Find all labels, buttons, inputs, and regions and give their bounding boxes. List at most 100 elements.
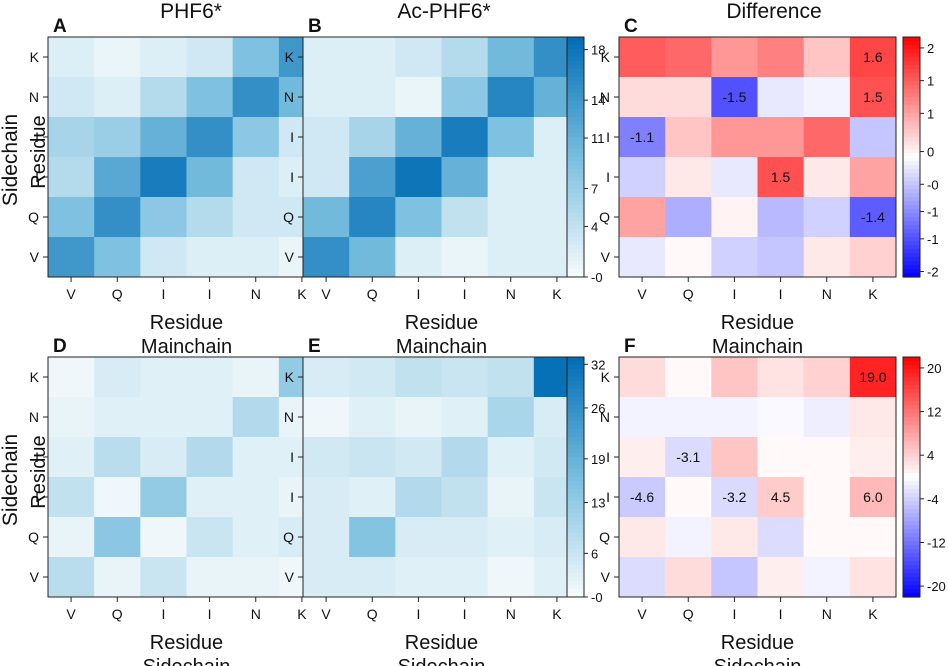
heatmap-cell bbox=[619, 117, 666, 158]
colorbar-segment bbox=[903, 69, 920, 74]
colorbar-segment bbox=[903, 73, 920, 78]
colorbar-segment bbox=[567, 437, 584, 442]
colorbar-segment bbox=[903, 181, 920, 186]
heatmap-cell bbox=[140, 77, 187, 118]
heatmap-cell bbox=[303, 357, 350, 398]
heatmap-cell bbox=[619, 517, 666, 558]
colorbar-segment bbox=[903, 65, 920, 70]
colorbar-segment bbox=[903, 445, 920, 450]
y-tick-label: K bbox=[285, 49, 295, 65]
x-tick-label: I bbox=[779, 606, 783, 622]
heatmap-cell bbox=[441, 157, 489, 198]
heatmap-cell bbox=[140, 197, 187, 238]
colorbar-segment bbox=[903, 217, 920, 222]
heatmap-cell bbox=[711, 197, 758, 238]
y-tick-label: K bbox=[285, 369, 295, 385]
heatmap-cell bbox=[232, 237, 280, 278]
colorbar-segment bbox=[903, 453, 920, 458]
colorbar-segment bbox=[567, 549, 584, 554]
heatmap-cell bbox=[665, 77, 712, 118]
colorbar-segment bbox=[567, 225, 584, 230]
heatmap-cell bbox=[803, 437, 851, 478]
panel-label-c: C bbox=[624, 16, 638, 37]
colorbar-segment bbox=[567, 193, 584, 198]
heatmap-cell bbox=[487, 237, 535, 278]
colorbar-segment bbox=[567, 589, 584, 594]
heatmap-cell bbox=[487, 197, 535, 238]
heatmap-cell bbox=[665, 517, 712, 558]
colorbar-tick-label: -12 bbox=[927, 535, 946, 550]
colorbar-segment bbox=[567, 209, 584, 214]
colorbar-segment bbox=[567, 133, 584, 138]
colorbar-segment bbox=[567, 117, 584, 122]
colorbar-segment bbox=[903, 557, 920, 562]
heatmap-cell bbox=[619, 477, 666, 518]
colorbar-segment bbox=[903, 437, 920, 442]
y-tick-label: N bbox=[29, 89, 39, 105]
colorbar-tick-label: 26 bbox=[591, 401, 605, 416]
y-tick-label: N bbox=[284, 409, 294, 425]
heatmap-cell bbox=[487, 437, 535, 478]
heatmap-cell bbox=[441, 197, 489, 238]
heatmap-cell bbox=[487, 157, 535, 198]
heatmap-cell bbox=[48, 157, 95, 198]
y-tick-label: V bbox=[30, 249, 40, 265]
x-tick-label: I bbox=[416, 606, 420, 622]
heatmap-cell bbox=[48, 557, 95, 598]
colorbar-segment bbox=[567, 109, 584, 114]
x-tick-label: N bbox=[251, 286, 261, 302]
colorbar-segment bbox=[567, 537, 584, 542]
colorbar-segment bbox=[903, 365, 920, 370]
colorbar-tick-label: 13 bbox=[591, 495, 605, 510]
heatmap-cell bbox=[94, 357, 141, 398]
colorbar-segment bbox=[567, 449, 584, 454]
cell-annotation: -1.4 bbox=[861, 209, 885, 225]
colorbar-segment bbox=[903, 185, 920, 190]
colorbar-segment bbox=[903, 501, 920, 506]
x-tick-label: K bbox=[868, 286, 878, 302]
colorbar-segment bbox=[567, 73, 584, 78]
colorbar-segment bbox=[903, 265, 920, 270]
heatmap-cell bbox=[619, 557, 666, 598]
colorbar-segment bbox=[903, 253, 920, 258]
colorbar-segment bbox=[903, 473, 920, 478]
colorbar-segment bbox=[567, 425, 584, 430]
colorbar-segment bbox=[903, 413, 920, 418]
colorbar-segment bbox=[903, 381, 920, 386]
x-tick-label: N bbox=[822, 606, 832, 622]
colorbar-segment bbox=[567, 205, 584, 210]
heatmap-cell bbox=[849, 197, 897, 238]
cell-annotation: -1.1 bbox=[630, 129, 654, 145]
colorbar-segment bbox=[903, 237, 920, 242]
heatmap-cell bbox=[711, 397, 758, 438]
y-tick-label: Q bbox=[599, 529, 610, 545]
y-tick-label: V bbox=[30, 569, 40, 585]
colorbar-segment bbox=[903, 401, 920, 406]
heatmap-cell bbox=[140, 477, 187, 518]
colorbar-segment bbox=[567, 261, 584, 266]
heatmap-cell bbox=[803, 357, 851, 398]
x-tick-label: V bbox=[321, 606, 331, 622]
y-tick-label: I bbox=[35, 169, 39, 185]
heatmap-cell bbox=[441, 477, 489, 518]
colorbar-segment bbox=[567, 365, 584, 370]
panel-label-d: D bbox=[53, 336, 67, 357]
colorbar-segment bbox=[567, 445, 584, 450]
colorbar-segment bbox=[567, 361, 584, 366]
x-axis-label: Residue bbox=[150, 632, 223, 654]
y-tick-label: N bbox=[600, 409, 610, 425]
colorbar-segment bbox=[567, 385, 584, 390]
heatmap-cell bbox=[487, 477, 535, 518]
colorbar-segment bbox=[903, 385, 920, 390]
heatmap-cell bbox=[186, 477, 234, 518]
colorbar-segment bbox=[567, 497, 584, 502]
heatmap-cell bbox=[140, 437, 187, 478]
colorbar-tick-label: 32 bbox=[591, 357, 605, 372]
colorbar-segment bbox=[903, 97, 920, 102]
colorbar-segment bbox=[567, 125, 584, 130]
colorbar-segment bbox=[567, 513, 584, 518]
heatmap-cell bbox=[140, 237, 187, 278]
y-tick-label: Q bbox=[599, 209, 610, 225]
y-tick-label: K bbox=[601, 369, 611, 385]
